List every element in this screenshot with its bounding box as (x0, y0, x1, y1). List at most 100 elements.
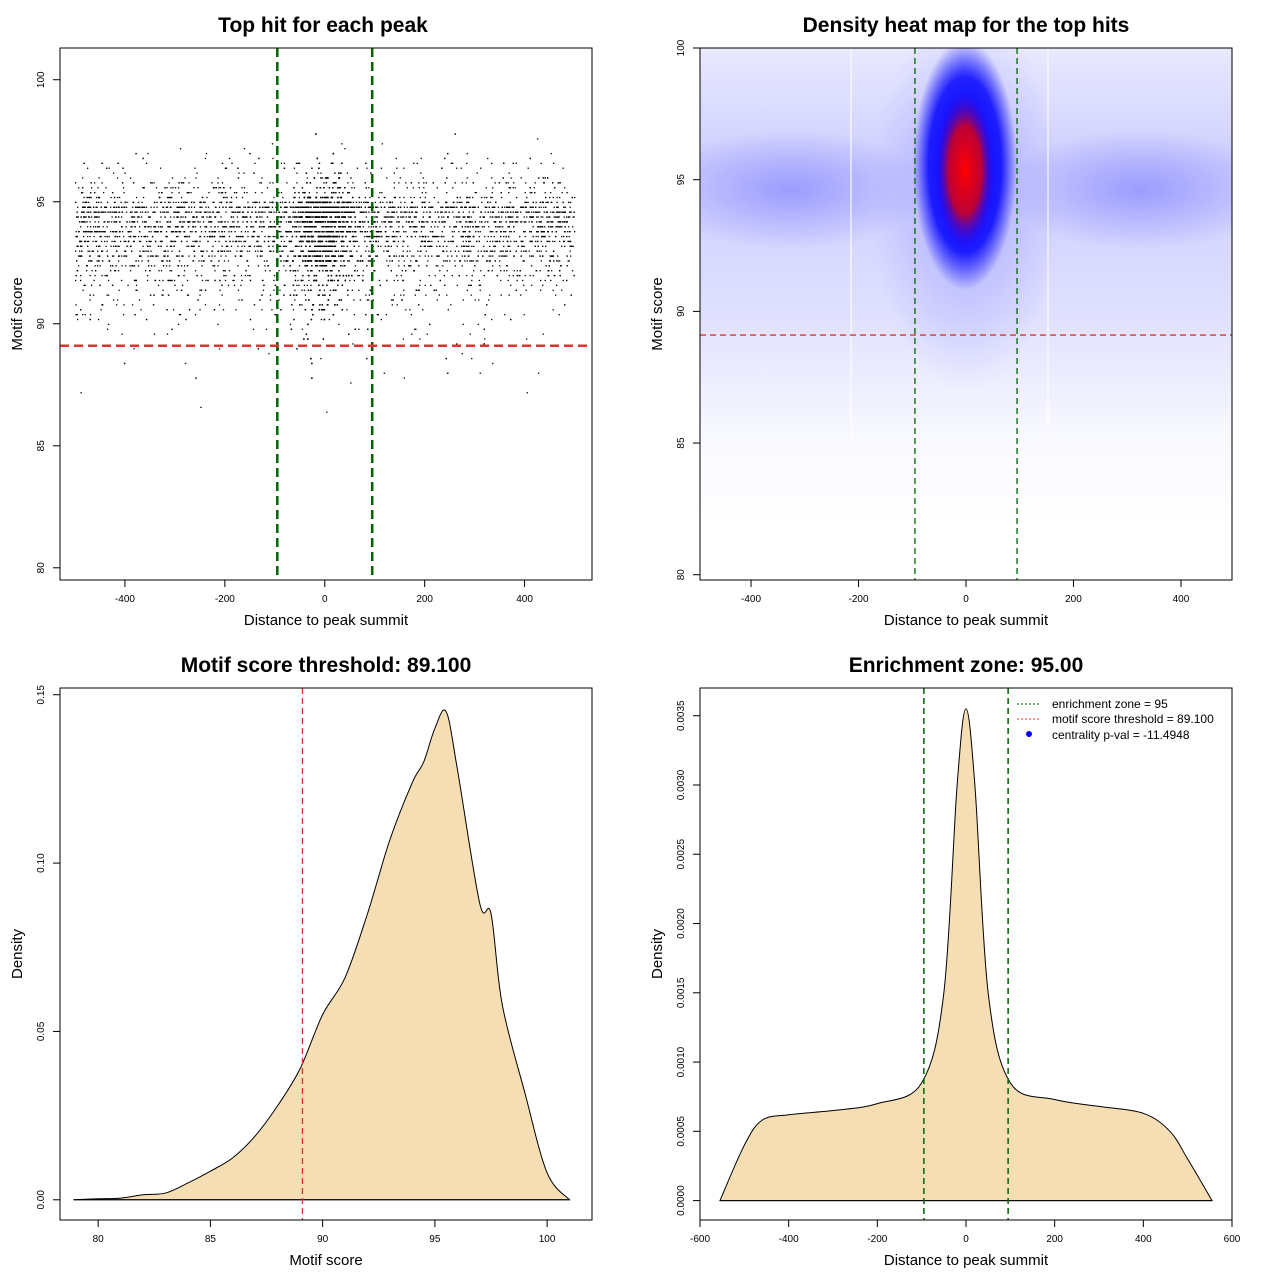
scatter-point (456, 167, 458, 169)
scatter-point (194, 167, 196, 169)
scatter-point (500, 191, 502, 194)
scatter-point (346, 309, 348, 311)
scatter-point (453, 201, 455, 204)
scatter-point (162, 206, 164, 208)
scatter-point (464, 255, 466, 257)
scatter-point (523, 260, 525, 262)
scatter-point (483, 226, 485, 228)
scatter-point (181, 206, 184, 208)
scatter-point (183, 231, 186, 233)
scatter-point (139, 240, 142, 243)
scatter-point (529, 187, 531, 189)
scatter-point (447, 152, 449, 155)
scatter-point (140, 216, 143, 218)
scatter-point (428, 274, 430, 277)
scatter-point (510, 221, 512, 223)
scatter-point (564, 226, 566, 228)
scatter-point (525, 182, 527, 184)
scatter-point (282, 245, 285, 247)
scatter-point (469, 284, 471, 287)
scatter-point (105, 167, 108, 169)
scatter-point (247, 231, 249, 233)
scatter-point (445, 201, 447, 204)
scatter-point (143, 250, 145, 252)
scatter-point (441, 216, 443, 218)
scatter-point (178, 250, 181, 252)
scatter-point (221, 191, 224, 194)
scatter-point (143, 235, 145, 238)
scatter-point (153, 231, 156, 233)
scatter-point (83, 221, 85, 223)
scatter-point (449, 240, 451, 243)
scatter-point (299, 231, 301, 233)
scatter-point (162, 260, 164, 262)
scatter-point (113, 201, 116, 204)
scatter-point (131, 265, 133, 267)
scatter-point (194, 314, 197, 316)
scatter-point (174, 211, 177, 213)
scatter-point (528, 250, 530, 252)
scatter-point (273, 240, 276, 243)
scatter-point (561, 235, 563, 238)
scatter-point (509, 221, 511, 223)
scatter-point (501, 216, 503, 218)
scatter-point (106, 240, 108, 243)
scatter-point (145, 240, 148, 243)
scatter-point (105, 187, 107, 189)
scatter-point (552, 255, 554, 257)
scatter-point (555, 231, 557, 233)
scatter-point (144, 235, 147, 238)
scatter-point (138, 206, 141, 208)
scatter-point (229, 201, 231, 204)
scatter-point (360, 211, 363, 213)
scatter-point (126, 201, 128, 204)
scatter-point (127, 284, 129, 287)
scatter-point (465, 206, 467, 208)
scatter-point (135, 279, 137, 282)
scatter-point (418, 304, 420, 306)
scatter-point (379, 235, 381, 238)
scatter-point (563, 221, 565, 223)
scatter-point (249, 152, 251, 155)
scatter-point (544, 191, 546, 194)
scatter-point (366, 167, 368, 169)
scatter-point (412, 226, 414, 228)
scatter-point (230, 231, 233, 233)
scatter-point (100, 250, 103, 252)
scatter-point (264, 206, 266, 208)
scatter-point (221, 250, 224, 252)
scatter-point (391, 216, 393, 218)
scatter-point (411, 206, 413, 208)
scatter-point (97, 260, 100, 262)
scatter-point (283, 216, 285, 218)
scatter-point (569, 231, 571, 233)
scatter-point (544, 226, 546, 228)
scatter-point (494, 260, 496, 262)
scatter-point (202, 260, 205, 262)
scatter-point (542, 216, 544, 218)
scatter-point (509, 245, 511, 247)
scatter-point (345, 201, 347, 204)
scatter-point (557, 216, 559, 218)
scatter-point (154, 240, 157, 243)
scatter-point (499, 221, 501, 223)
scatter-point (235, 240, 238, 243)
scatter-point (93, 211, 95, 213)
scatter-point (507, 206, 509, 208)
scatter-point (480, 270, 482, 272)
scatter-point (263, 240, 266, 243)
scatter-point (497, 206, 499, 208)
scatter-point (153, 211, 156, 213)
scatter-point (527, 201, 529, 204)
scatter-point (508, 294, 510, 296)
scatter-point (200, 260, 203, 262)
scatter-point (559, 211, 561, 213)
scatter-point (269, 294, 272, 296)
scatter-point (238, 172, 240, 174)
scatter-point (229, 187, 232, 189)
scatter-point (258, 235, 260, 238)
scatter-point (294, 221, 296, 223)
scatter-point (280, 206, 282, 208)
scatter-point (167, 201, 170, 204)
scatter-point (459, 196, 461, 199)
